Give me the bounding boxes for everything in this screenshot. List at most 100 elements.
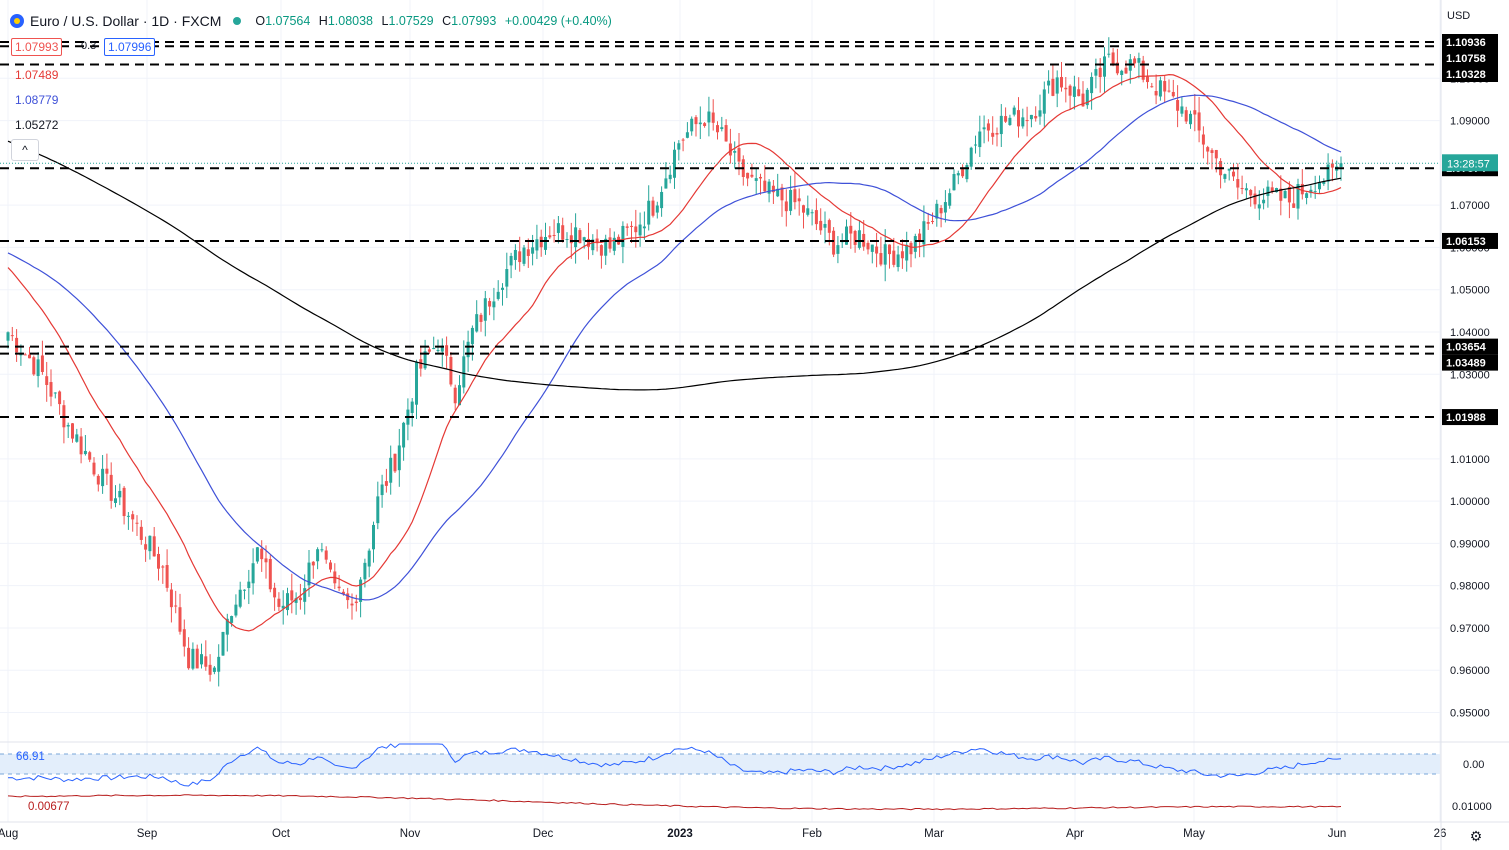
currency-selector[interactable]: USD — [1447, 10, 1471, 22]
y-tick-label: 0.95000 — [1450, 708, 1490, 720]
candle-body — [1017, 110, 1020, 127]
level-label-box — [1442, 409, 1498, 426]
candle-body — [1133, 58, 1137, 64]
candle-body — [75, 434, 79, 442]
candle-body — [88, 452, 92, 460]
candle-body — [539, 236, 543, 248]
candle-body — [819, 220, 823, 231]
x-tick-label: May — [1183, 828, 1205, 840]
collapse-legend-button[interactable]: ^ — [11, 139, 39, 161]
candle-body — [1279, 188, 1283, 201]
candle-body — [195, 648, 199, 669]
candle-body — [221, 631, 225, 656]
candle-body — [298, 597, 302, 601]
candle-body — [363, 562, 367, 580]
level-label-box — [1442, 66, 1498, 82]
candle-body — [548, 235, 552, 238]
candle-body — [1120, 70, 1124, 75]
candle-body — [96, 475, 100, 485]
candle-body — [935, 203, 939, 219]
ma200-line — [7, 140, 1342, 391]
candles — [6, 37, 1343, 687]
candle-body — [642, 226, 646, 229]
level-label: 1.10328 — [1446, 69, 1486, 81]
candle-body — [595, 238, 599, 244]
candle-body — [346, 593, 350, 601]
chevron-up-icon: ^ — [22, 143, 28, 157]
candle-body — [931, 220, 934, 222]
candle-body — [634, 226, 638, 233]
candle-body — [888, 244, 891, 255]
x-tick-label: 2023 — [667, 828, 693, 840]
candle-body — [754, 178, 758, 181]
candle-body — [552, 234, 556, 236]
candle-body — [1150, 86, 1154, 88]
candle-body — [492, 301, 496, 308]
ask-price-tag[interactable]: 1.07996 — [104, 38, 156, 56]
candle-body — [66, 425, 70, 427]
candle-body — [599, 245, 603, 256]
candle-body — [49, 382, 53, 397]
candle-body — [728, 143, 732, 156]
candle-body — [372, 524, 375, 550]
candle-body — [1176, 100, 1180, 111]
candle-body — [161, 566, 165, 568]
candle-body — [776, 188, 780, 197]
bid-price-tag[interactable]: 1.07993 — [11, 38, 63, 56]
x-tick-label: Nov — [400, 828, 421, 840]
candle-body — [1296, 184, 1300, 209]
candle-body — [836, 245, 840, 254]
candle-body — [286, 593, 289, 611]
y-tick-label: 1.04000 — [1450, 327, 1490, 339]
candle-body — [509, 255, 513, 266]
candle-body — [410, 401, 414, 413]
candle-body — [92, 462, 96, 475]
candle-body — [1029, 114, 1033, 120]
candle-body — [1322, 181, 1326, 184]
candle-body — [909, 242, 913, 255]
candle-body — [445, 345, 449, 356]
candle-body — [1193, 110, 1197, 115]
candle-body — [40, 355, 44, 373]
candle-body — [647, 200, 651, 225]
ma50-line — [7, 94, 1342, 601]
candle-body — [1326, 164, 1330, 182]
candle-body — [1146, 76, 1149, 83]
candle-body — [1201, 134, 1205, 145]
candle-body — [1111, 52, 1115, 65]
market-open-status-icon — [233, 17, 242, 25]
candle-body — [79, 436, 83, 455]
y-tick-label: 0.97000 — [1450, 623, 1490, 635]
candle-body — [419, 359, 423, 369]
candle-body — [716, 125, 719, 133]
candle-body — [466, 341, 470, 358]
candle-body — [1197, 112, 1201, 131]
candle-body — [660, 191, 664, 209]
atr-axis-label: 0.01000 — [1452, 801, 1492, 813]
high-value: 1.08038 — [327, 14, 373, 28]
symbol-title[interactable]: Euro / U.S. Dollar · 1D · FXCM — [30, 13, 222, 29]
gear-icon[interactable]: ⚙ — [1469, 828, 1483, 844]
candle-body — [651, 200, 655, 216]
candle-body — [1339, 163, 1343, 167]
candle-body — [1266, 186, 1270, 196]
x-tick-label: Dec — [533, 828, 554, 840]
candle-body — [569, 235, 573, 244]
candle-body — [294, 598, 298, 603]
candle-body — [638, 224, 642, 236]
candle-body — [720, 127, 724, 130]
candle-body — [1085, 89, 1089, 106]
candle-body — [384, 481, 388, 486]
candle-body — [15, 337, 19, 353]
candle-body — [1008, 117, 1012, 126]
candle-body — [1287, 186, 1291, 203]
y-tick-label: 0.96000 — [1450, 665, 1490, 677]
candle-body — [311, 561, 315, 566]
ma50-value: 1.08779 — [15, 93, 59, 107]
candle-body — [423, 351, 427, 369]
candle-body — [105, 468, 109, 474]
candle-body — [574, 227, 578, 248]
candle-body — [238, 589, 242, 607]
